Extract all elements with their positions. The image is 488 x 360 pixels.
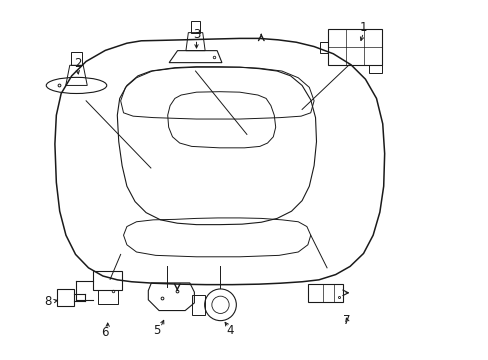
Text: 1: 1 [359,21,366,34]
Text: 4: 4 [226,324,233,337]
Text: 5: 5 [153,324,161,337]
Text: 3: 3 [192,28,200,41]
Text: 6: 6 [102,326,109,339]
Text: 2: 2 [74,57,81,70]
Text: 7: 7 [342,314,349,327]
Text: 8: 8 [44,295,51,308]
